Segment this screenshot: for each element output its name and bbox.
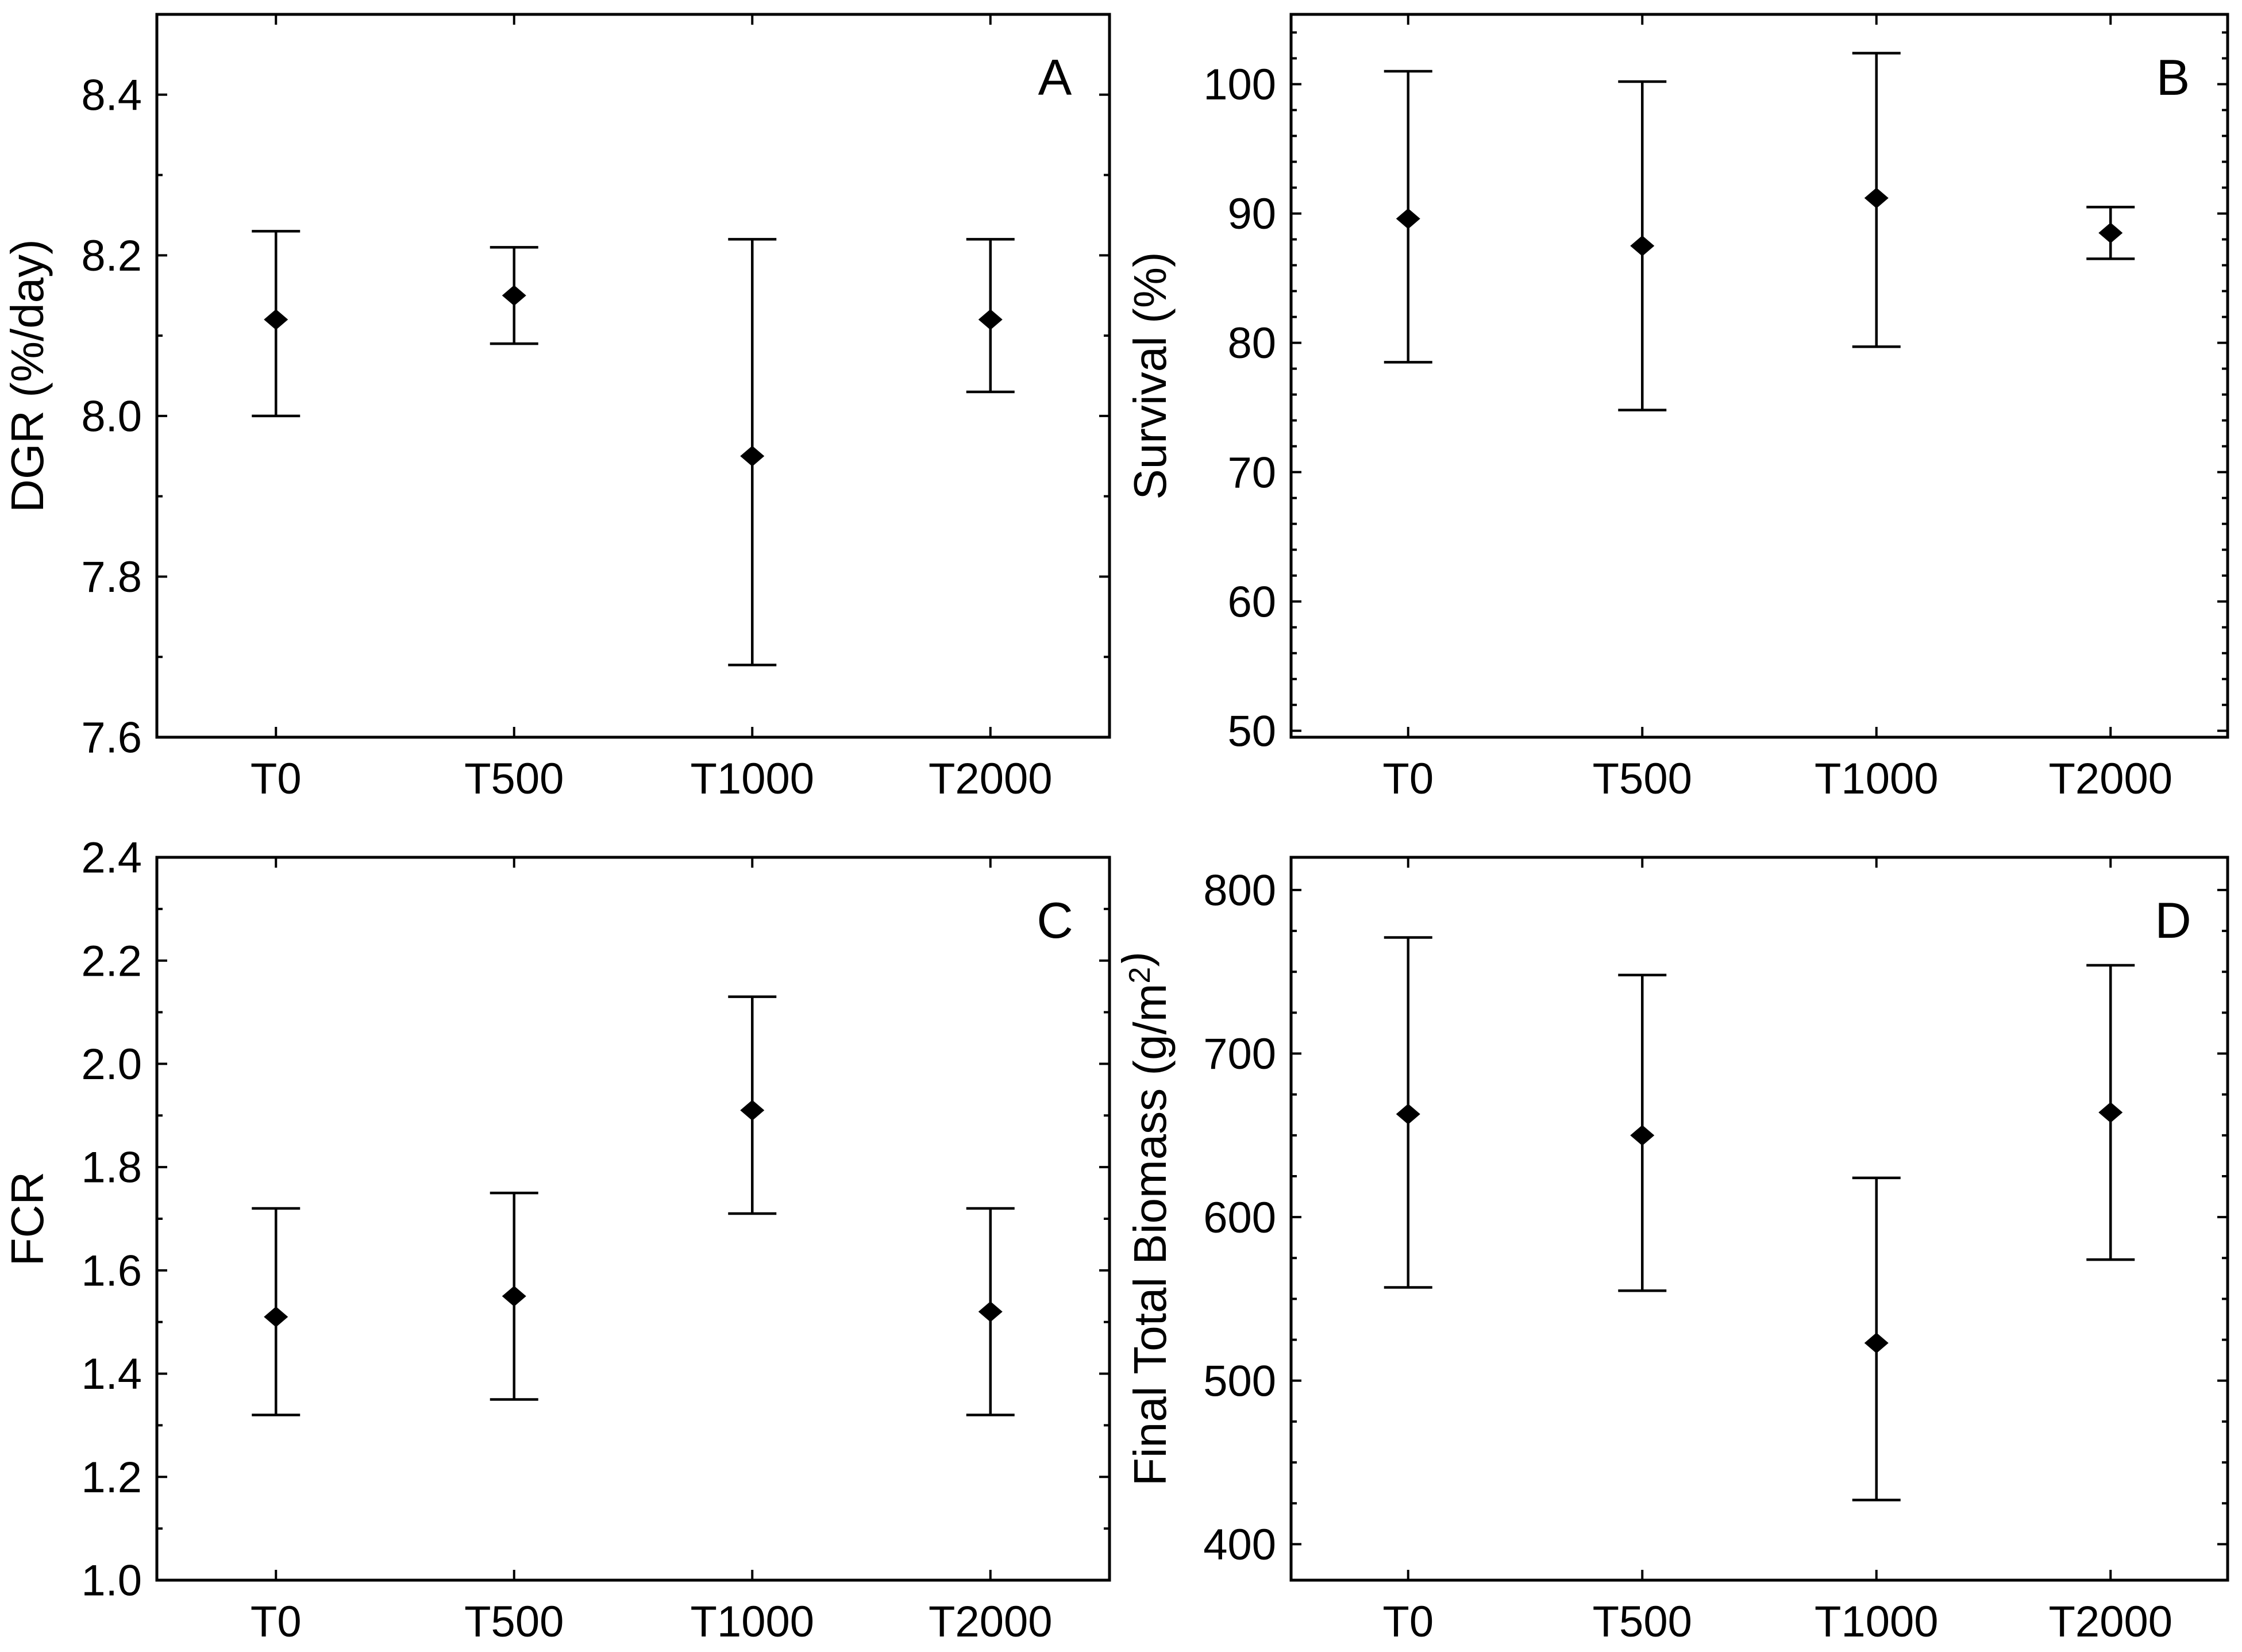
diamond-marker (1864, 1333, 1889, 1354)
diamond-marker (1630, 1125, 1655, 1146)
x-category-label: T0 (1382, 754, 1434, 803)
errorbar-T0 (1384, 70, 1432, 364)
panel-c-chart: 1.0 1.2 1.4 1.6 1.8 2.0 2.2 2.4 T0 T500 T1000 T2000… (2, 834, 1111, 1646)
y-axis-title: Final Total Biomass (g/m2) (1121, 952, 1176, 1486)
panel-a-chart: 7.6 7.8 8.0 8.2 8.4 T0 T500 T1000 T2000 DGR (%/da… (2, 13, 1111, 803)
x-category-label: T2000 (929, 1597, 1053, 1646)
x-category-label: T500 (464, 1597, 564, 1646)
panel-letter: B (2156, 49, 2190, 106)
panel-letter: D (2155, 892, 2191, 949)
x-category-label: T1000 (1815, 754, 1939, 803)
errorbar-T2000 (966, 1207, 1015, 1416)
diamond-marker (502, 285, 526, 306)
panel-letter: C (1037, 892, 1073, 949)
diamond-marker (1630, 235, 1655, 256)
diamond-marker (1864, 187, 1889, 209)
y-tick-label: 8.4 (81, 71, 142, 120)
errorbar-T500 (1618, 973, 1667, 1292)
y-tick-label: 60 (1227, 577, 1276, 626)
errorbar-T2000 (966, 238, 1015, 394)
x-category-label: T1000 (1815, 1597, 1939, 1646)
x-category-label: T0 (1382, 1597, 1434, 1646)
panel-d-chart: 400 500 600 700 800 T0 T500 T1000 T2000 Final Tot… (1121, 856, 2229, 1646)
panel-letter: A (1038, 49, 1072, 106)
y-tick-label: 500 (1203, 1357, 1276, 1405)
errorbar-T1000 (728, 995, 777, 1215)
plot-frame (155, 856, 1111, 1582)
errorbar-T1000 (1852, 1176, 1901, 1501)
diamond-marker (978, 309, 1003, 330)
panel-a: 7.6 7.8 8.0 8.2 8.4 T0 T500 T1000 T2000 DGR (%/da… (0, 0, 1121, 826)
panel-b: 50 60 70 80 90 100 T0 T500 T1000 T2000 Survival (%… (1121, 0, 2242, 826)
errorbar-T1000 (1852, 52, 1901, 348)
diamond-marker (264, 1306, 288, 1327)
panel-d: 400 500 600 700 800 T0 T500 T1000 T2000 Final Tot… (1121, 826, 2242, 1652)
y-tick-label: 1.6 (81, 1246, 142, 1295)
diamond-marker (1396, 1103, 1420, 1125)
errorbar-T500 (1618, 80, 1667, 411)
y-tick-label: 8.0 (81, 392, 142, 441)
diamond-marker (978, 1301, 1003, 1322)
x-category-label: T500 (1593, 1597, 1692, 1646)
plot-frame (155, 13, 1111, 739)
y-tick-label: 400 (1203, 1520, 1276, 1569)
panel-c: 1.0 1.2 1.4 1.6 1.8 2.0 2.2 2.4 T0 T500 T1000 T2000… (0, 826, 1121, 1652)
y-tick-label: 80 (1227, 319, 1276, 368)
y-tick-label: 1.2 (81, 1453, 142, 1502)
x-category-label: T1000 (691, 754, 815, 803)
y-tick-label: 700 (1203, 1030, 1276, 1079)
diamond-marker (2098, 1102, 2123, 1123)
errorbar-T1000 (728, 238, 777, 667)
y-tick-label: 100 (1203, 60, 1276, 109)
y-tick-label: 1.0 (81, 1557, 142, 1605)
y-axis-title: FCR (2, 1172, 53, 1266)
x-category-label: T0 (251, 1597, 302, 1646)
superscript: 2 (1123, 967, 1157, 984)
y-tick-label: 2.4 (81, 834, 142, 883)
y-tick-label: 50 (1227, 707, 1276, 756)
x-category-label: T2000 (2049, 1597, 2173, 1646)
errorbar-T2000 (2086, 206, 2135, 260)
y-tick-label: 1.8 (81, 1143, 142, 1192)
y-tick-label: 2.0 (81, 1040, 142, 1089)
x-category-label: T2000 (929, 754, 1053, 803)
y-axis-title: Survival (%) (1124, 252, 1176, 499)
y-tick-label: 7.8 (81, 553, 142, 602)
errorbar-T500 (490, 1191, 538, 1401)
plot-frame (1289, 13, 2229, 739)
x-category-label: T0 (251, 754, 302, 803)
y-tick-label: 1.4 (81, 1350, 142, 1399)
errorbar-T2000 (2086, 964, 2135, 1261)
y-tick-label: 70 (1227, 448, 1276, 497)
diamond-marker (502, 1285, 526, 1307)
y-axis-title: DGR (%/day) (2, 239, 53, 513)
x-category-label: T1000 (691, 1597, 815, 1646)
errorbar-T500 (490, 246, 538, 345)
x-category-label: T500 (1593, 754, 1692, 803)
y-tick-label: 90 (1227, 190, 1276, 238)
y-tick-label: 600 (1203, 1193, 1276, 1242)
plot-frame (1289, 856, 2229, 1582)
diamond-marker (740, 445, 765, 467)
panel-b-chart: 50 60 70 80 90 100 T0 T500 T1000 T2000 Survival (%… (1124, 13, 2229, 803)
errorbar-T0 (252, 230, 301, 418)
diamond-marker (740, 1100, 765, 1121)
diamond-marker (1396, 208, 1420, 229)
x-category-label: T2000 (2049, 754, 2173, 803)
diamond-marker (2098, 222, 2123, 244)
y-tick-label: 2.2 (81, 937, 142, 985)
diamond-marker (264, 309, 288, 330)
errorbar-T0 (252, 1207, 301, 1416)
y-tick-label: 7.6 (81, 714, 142, 763)
errorbar-T0 (1384, 936, 1432, 1289)
y-tick-label: 800 (1203, 867, 1276, 915)
y-tick-label: 8.2 (81, 232, 142, 280)
x-category-label: T500 (464, 754, 564, 803)
